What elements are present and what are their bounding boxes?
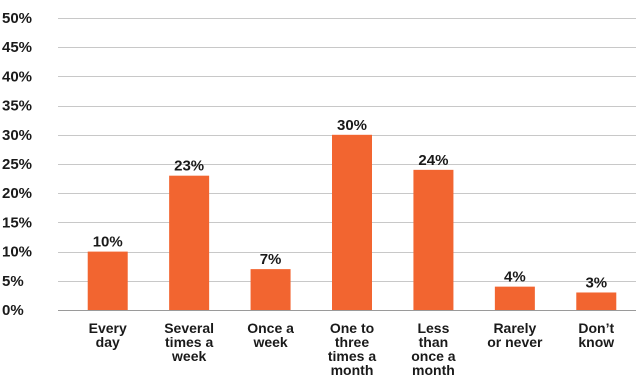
category-label-line: Several	[164, 320, 214, 336]
category-label-line: than	[419, 334, 449, 350]
data-label-4: 30%	[337, 117, 367, 134]
data-label-1: 10%	[93, 234, 123, 251]
y-tick-label: 5%	[2, 273, 24, 290]
bar-7	[576, 292, 617, 310]
y-tick-label: 40%	[2, 68, 32, 85]
category-label-line: month	[412, 362, 455, 378]
category-label-line: day	[96, 334, 120, 350]
y-tick-label: 15%	[2, 214, 32, 231]
bar-2	[169, 175, 210, 310]
category-label-6: Rarely or never	[487, 320, 543, 350]
category-label-5: Less than once a month	[411, 320, 456, 378]
category-label-line: One to	[330, 320, 374, 336]
y-tick-label: 35%	[2, 98, 32, 115]
bars	[87, 134, 617, 310]
category-label-line: know	[578, 334, 614, 350]
data-labels: 10% 23% 7% 30% 24% 4% 3%	[93, 117, 607, 292]
y-tick-label: 20%	[2, 185, 32, 202]
category-label-line: Less	[417, 320, 449, 336]
y-tick-label: 45%	[2, 39, 32, 56]
category-label-line: or never	[487, 334, 543, 350]
bar-1	[87, 251, 128, 310]
category-label-line: Rarely	[493, 320, 536, 336]
data-label-3: 7%	[260, 251, 282, 268]
category-label-1: Every day	[89, 320, 127, 350]
category-label-4: One to three times a month	[328, 320, 376, 378]
category-label-line: Don’t	[578, 320, 614, 336]
category-label-2: Several times a week	[164, 320, 214, 364]
data-label-5: 24%	[418, 152, 448, 169]
bar-3	[250, 269, 291, 310]
data-label-7: 3%	[585, 274, 607, 291]
y-tick-label: 10%	[2, 244, 32, 261]
category-label-line: once a	[411, 348, 456, 364]
bar-5	[413, 169, 454, 310]
data-label-6: 4%	[504, 269, 526, 286]
category-label-line: Every	[89, 320, 127, 336]
category-label-line: three	[335, 334, 369, 350]
category-label-7: Don’t know	[578, 320, 614, 350]
category-label-3: Once a week	[247, 320, 294, 350]
data-label-2: 23%	[174, 158, 204, 175]
category-label-line: month	[331, 362, 374, 378]
bar-6	[494, 286, 535, 310]
y-tick-label: 0%	[2, 302, 24, 319]
category-label-line: times a	[328, 348, 376, 364]
y-axis-tick-labels: 0% 5% 10% 15% 20% 25% 30% 35% 40% 45% 50%	[2, 10, 32, 319]
y-tick-label: 25%	[2, 156, 32, 173]
category-label-line: Once a	[247, 320, 294, 336]
category-label-line: week	[171, 348, 206, 364]
bar-4	[332, 134, 372, 310]
y-tick-label: 30%	[2, 127, 32, 144]
y-tick-label: 50%	[2, 10, 32, 27]
category-label-line: week	[252, 334, 287, 350]
category-label-line: times a	[165, 334, 213, 350]
